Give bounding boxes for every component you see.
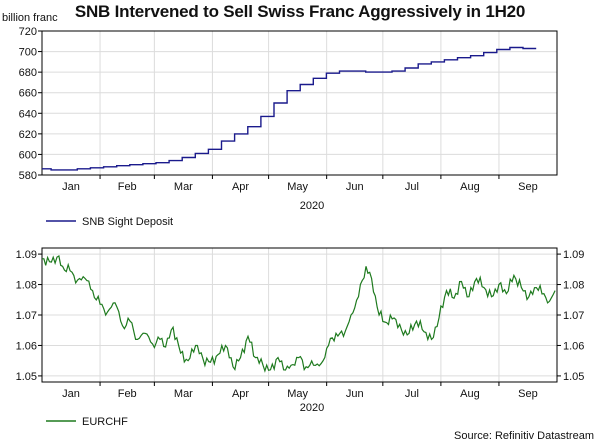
bottom-gridlines [42, 248, 557, 382]
top-gridlines [42, 30, 557, 176]
bottom-ytick-label: 1.08 [16, 280, 37, 292]
bottom-xtick-label: Feb [118, 388, 137, 400]
top-xtick-label: Aug [460, 181, 480, 193]
top-ytick-label: 640 [19, 108, 37, 120]
bottom-xtick-label: Jul [405, 388, 419, 400]
bottom-ytick-label: 1.09 [16, 249, 37, 261]
source-note: Source: Refinitiv Datastream [454, 430, 594, 442]
top-xtick-label: May [287, 181, 308, 193]
top-xtick-label: Feb [118, 181, 137, 193]
bottom-ytick-label-right: 1.05 [563, 371, 584, 383]
sight-deposit-panel: 580 600 620 640 660 680 700 720 Jan Feb Mar Apr May… [2, 12, 558, 228]
top-unit-label: billion franc [2, 12, 58, 24]
bottom-right-y-axis-labels: 1.05 1.06 1.07 1.08 1.09 [563, 249, 584, 383]
bottom-ytick-label: 1.05 [16, 371, 37, 383]
legend-label-sight-deposit: SNB Sight Deposit [82, 216, 173, 228]
top-xtick-label: Apr [232, 181, 249, 193]
bottom-ytick-label-right: 1.07 [563, 310, 584, 322]
bottom-xtick-label: Jun [346, 388, 364, 400]
top-ytick-label: 700 [19, 47, 37, 59]
top-ytick-label: 680 [19, 67, 37, 79]
top-xtick-label: Mar [174, 181, 193, 193]
bottom-xtick-label: Aug [460, 388, 480, 400]
top-ytick-label: 600 [19, 149, 37, 161]
top-ticks [38, 30, 500, 179]
bottom-xtick-label: May [287, 388, 308, 400]
top-ytick-label: 580 [19, 170, 37, 182]
top-xtick-label: Jun [346, 181, 364, 193]
top-plot-frame [41, 30, 558, 176]
bottom-ytick-label-right: 1.06 [563, 340, 584, 352]
bottom-xtick-label: Mar [174, 388, 193, 400]
top-xtick-label: Jan [62, 181, 80, 193]
bottom-ytick-label: 1.06 [16, 340, 37, 352]
top-ytick-label: 620 [19, 129, 37, 141]
top-ytick-label: 720 [19, 26, 37, 38]
top-ytick-label: 660 [19, 88, 37, 100]
top-xtick-label: Jul [405, 181, 419, 193]
chart-title: SNB Intervened to Sell Swiss Franc Aggre… [74, 2, 526, 21]
sight-deposit-line [42, 46, 537, 171]
bottom-x-axis-title: 2020 [300, 402, 324, 414]
bottom-xtick-label: Sep [518, 388, 538, 400]
bottom-ytick-label: 1.07 [16, 310, 37, 322]
bottom-ytick-label-right: 1.09 [563, 249, 584, 261]
eurchf-panel: 1.051.061.071.081.09 1.051.061.071.081.0… [16, 247, 584, 428]
bottom-xtick-label: Apr [232, 388, 249, 400]
eurchf-line [41, 255, 556, 373]
top-x-axis-title: 2020 [300, 200, 324, 212]
top-x-axis-labels: Jan Feb Mar Apr May Jun Jul Aug Sep [62, 181, 538, 193]
top-y-axis-labels: 580 600 620 640 660 680 700 720 [19, 26, 37, 182]
top-xtick-label: Sep [518, 181, 538, 193]
legend-label-eurchf: EURCHF [82, 416, 128, 428]
bottom-ticks [38, 253, 561, 386]
bottom-x-axis-labels: Jan Feb Mar Apr May Jun Jul Aug Sep [62, 388, 538, 400]
bottom-ytick-label-right: 1.08 [563, 280, 584, 292]
bottom-left-y-axis-labels: 1.05 1.06 1.07 1.08 1.09 [16, 249, 37, 383]
bottom-xtick-label: Jan [62, 388, 80, 400]
